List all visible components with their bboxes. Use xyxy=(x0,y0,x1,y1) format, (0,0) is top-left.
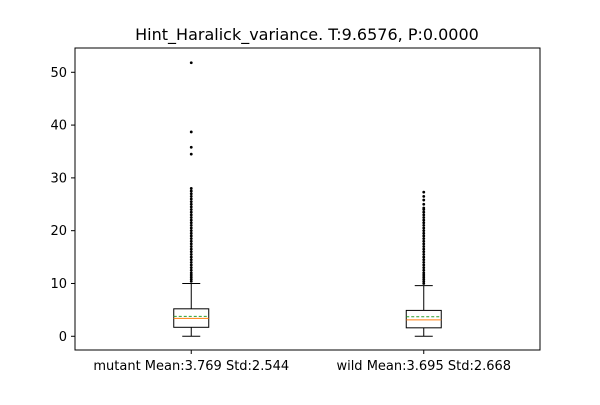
flier-point xyxy=(189,253,193,256)
flier-point xyxy=(189,247,193,251)
flier-point xyxy=(189,260,193,264)
x-tick-label: mutant Mean:3.769 Std:2.544 xyxy=(93,359,289,374)
flier-point xyxy=(189,218,193,222)
flier-point xyxy=(422,250,426,254)
chart-title: Hint_Haralick_variance. T:9.6576, P:0.00… xyxy=(135,25,479,45)
flier-point xyxy=(422,273,426,277)
flier-point xyxy=(422,231,426,235)
flier-point xyxy=(422,239,426,243)
flier-point xyxy=(422,218,426,222)
flier-point xyxy=(189,239,193,243)
flier-point xyxy=(189,266,193,270)
flier-point xyxy=(422,253,426,256)
flier-point xyxy=(189,194,193,198)
flier-point xyxy=(189,242,193,246)
flier-point xyxy=(189,268,193,272)
flier-point xyxy=(422,275,426,279)
flier-point xyxy=(189,197,193,201)
flier-point xyxy=(422,279,426,283)
flier-point xyxy=(189,152,193,156)
flier-point xyxy=(422,260,426,264)
flier-point xyxy=(422,221,426,225)
flier-point xyxy=(189,226,193,230)
flier-point xyxy=(422,194,426,198)
flier-point xyxy=(189,231,193,235)
x-tick-label: wild Mean:3.695 Std:2.668 xyxy=(336,359,511,374)
flier-point xyxy=(189,263,193,267)
flier-point xyxy=(189,234,193,238)
flier-point xyxy=(189,145,193,149)
iqr-box xyxy=(405,309,442,329)
box-group-mutant xyxy=(173,61,210,337)
flier-point xyxy=(189,277,193,281)
flier-point xyxy=(189,237,193,240)
flier-point xyxy=(189,279,193,283)
box-group-wild xyxy=(405,190,442,337)
y-tick-label: 30 xyxy=(50,171,67,186)
flier-point xyxy=(422,206,426,210)
y-tick-label: 40 xyxy=(50,119,67,134)
y-tick-label: 50 xyxy=(50,66,67,81)
flier-point xyxy=(422,271,426,275)
flier-point xyxy=(422,234,426,238)
flier-point xyxy=(422,277,426,281)
flier-point xyxy=(189,223,193,227)
flier-point xyxy=(422,237,426,240)
flier-point xyxy=(189,208,193,211)
flier-point xyxy=(422,190,426,194)
flier-point xyxy=(189,275,193,279)
flier-point xyxy=(422,223,426,227)
flier-point xyxy=(189,216,193,219)
y-tick-label: 0 xyxy=(59,330,67,345)
plot-layer xyxy=(173,61,442,337)
flier-point xyxy=(189,189,193,193)
flier-point xyxy=(422,213,426,217)
flier-point xyxy=(422,242,426,246)
flier-point xyxy=(422,226,426,230)
flier-point xyxy=(189,202,193,206)
flier-point xyxy=(189,273,193,277)
flier-point xyxy=(189,205,193,209)
flier-point xyxy=(422,258,426,262)
flier-point xyxy=(189,271,193,275)
axes-frame xyxy=(74,47,541,351)
flier-point xyxy=(189,200,193,204)
flier-point xyxy=(422,210,426,214)
flier-point xyxy=(422,268,426,272)
flier-point xyxy=(189,255,193,259)
flier-point xyxy=(422,266,426,270)
axis-layer: mutant Mean:3.769 Std:2.544 wild Mean:3.6… xyxy=(50,47,541,374)
flier-point xyxy=(422,229,426,233)
flier-point xyxy=(189,187,193,190)
flier-point xyxy=(189,213,193,217)
flier-point xyxy=(422,198,426,202)
flier-point xyxy=(189,210,193,214)
flier-point xyxy=(422,202,426,206)
flier-point xyxy=(422,282,426,285)
flier-point xyxy=(189,229,193,233)
flier-point xyxy=(422,263,426,267)
flier-point xyxy=(189,130,193,134)
flier-point xyxy=(422,245,426,248)
flier-point xyxy=(422,255,426,259)
flier-point xyxy=(422,247,426,251)
flier-point xyxy=(189,258,193,262)
flier-point xyxy=(422,216,426,219)
flier-point xyxy=(189,221,193,225)
y-tick-label: 10 xyxy=(50,277,67,292)
flier-point xyxy=(189,61,193,65)
y-tick-label: 20 xyxy=(50,224,67,239)
flier-point xyxy=(189,245,193,248)
flier-point xyxy=(189,250,193,254)
flier-point xyxy=(189,192,193,196)
